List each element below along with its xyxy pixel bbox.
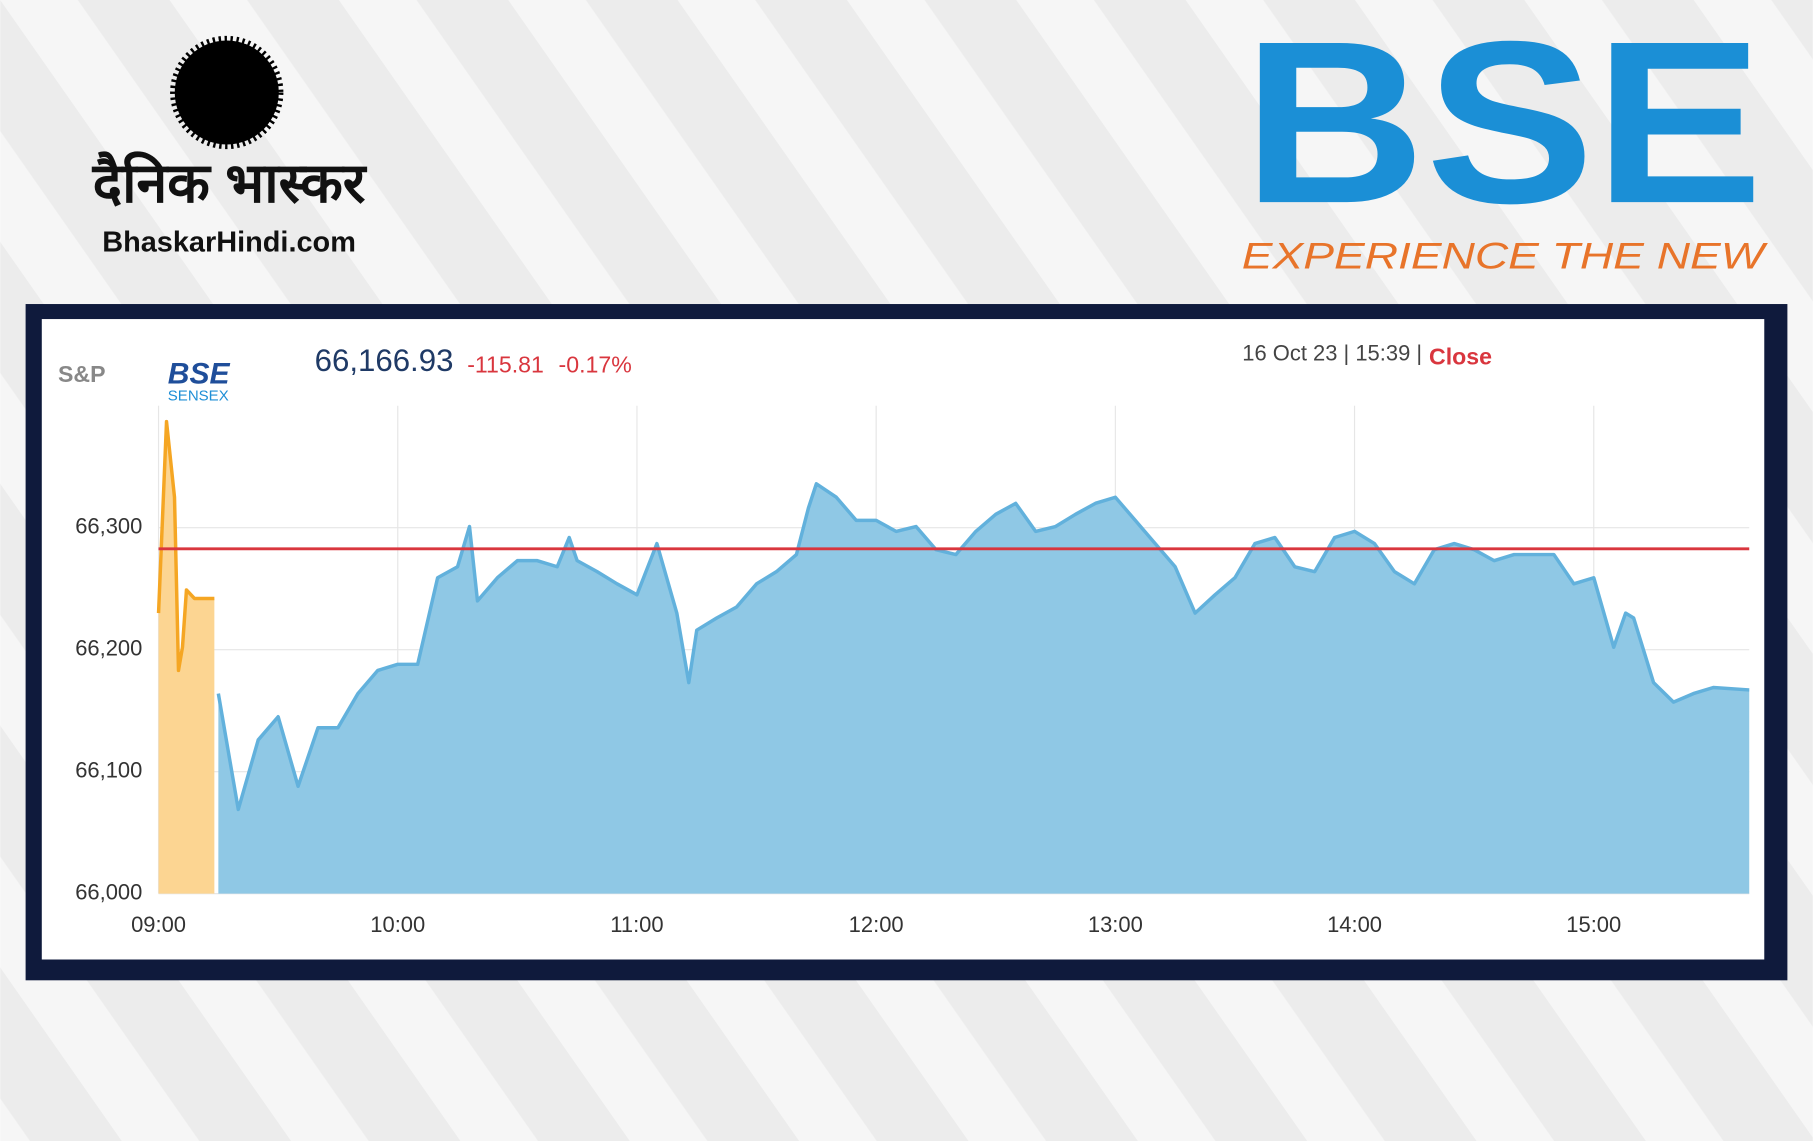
x-tick-label: 14:00 <box>1327 912 1382 937</box>
x-tick-label: 12:00 <box>849 912 904 937</box>
y-tick-label: 66,100 <box>75 757 142 782</box>
area-fill <box>218 483 1750 894</box>
y-tick-label: 66,000 <box>75 879 142 904</box>
change-pct: -0.17% <box>559 352 632 378</box>
timestamp: 16 Oct 23 | 15:39 | <box>1242 341 1422 366</box>
x-tick-label: 15:00 <box>1566 912 1621 937</box>
area-fill <box>158 421 215 894</box>
change: -115.81 <box>467 352 544 378</box>
x-tick-label: 09:00 <box>131 912 186 937</box>
plot: 66,000 66,100 66,200 66,300 09:00 10:00 11:00 1… <box>75 405 1750 937</box>
y-tick-label: 66,200 <box>75 635 142 660</box>
sun-logo <box>170 35 284 150</box>
hindi-logo: दैनिक भास्कर <box>92 151 368 214</box>
bse-tagline: EXPERIENCE THE NEW <box>1242 236 1768 277</box>
price: 66,166.93 <box>315 343 454 378</box>
x-tick-label: 11:00 <box>610 912 663 937</box>
status: Close <box>1429 343 1492 369</box>
bse-logo: BSE <box>1243 0 1763 251</box>
area-line <box>156 419 215 673</box>
x-tick-label: 13:00 <box>1088 912 1143 937</box>
sensex-label: SENSEX <box>168 387 229 404</box>
x-tick-label: 10:00 <box>370 912 425 937</box>
y-tick-label: 66,300 <box>75 514 142 539</box>
bse-label: BSE <box>168 358 231 391</box>
sp-label: S&P <box>58 361 106 387</box>
hindi-site: BhaskarHindi.com <box>102 227 356 259</box>
